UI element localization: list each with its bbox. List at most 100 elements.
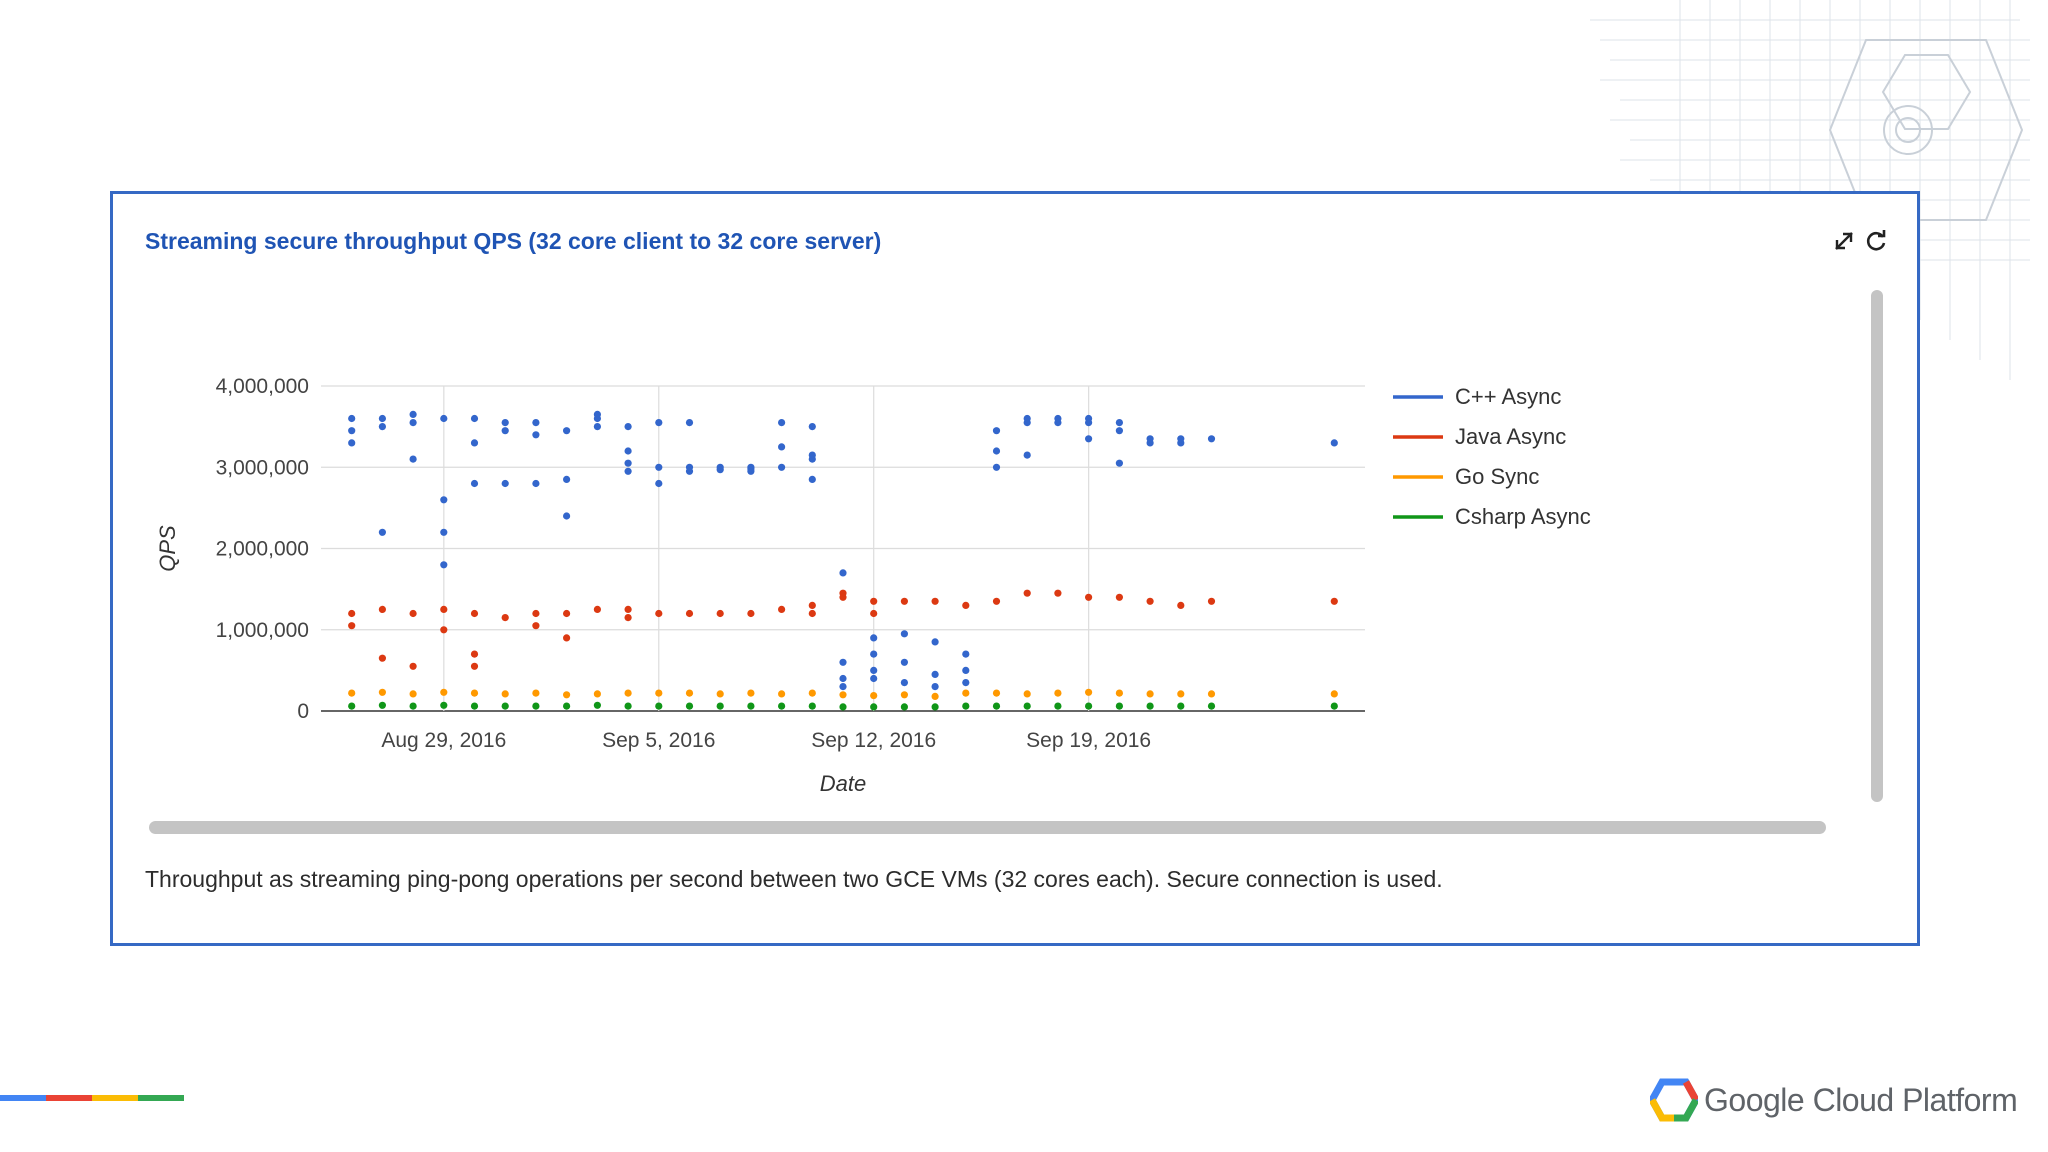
data-point[interactable]	[992, 597, 1001, 605]
data-point[interactable]	[716, 609, 724, 618]
data-point[interactable]	[1085, 702, 1093, 710]
data-point[interactable]	[501, 690, 509, 698]
data-point[interactable]	[870, 674, 878, 683]
data-point[interactable]	[1177, 601, 1185, 609]
data-point[interactable]	[440, 605, 448, 613]
data-point[interactable]	[348, 427, 356, 435]
data-point[interactable]	[808, 609, 816, 618]
data-point[interactable]	[470, 662, 479, 670]
data-point[interactable]	[1054, 414, 1062, 423]
data-point[interactable]	[378, 688, 386, 696]
data-point[interactable]	[1054, 589, 1062, 597]
data-point[interactable]	[593, 690, 601, 698]
data-point[interactable]	[409, 690, 417, 698]
data-point[interactable]	[685, 467, 694, 475]
data-point[interactable]	[931, 670, 939, 678]
data-point[interactable]	[716, 702, 724, 710]
data-point[interactable]	[378, 605, 386, 613]
data-point[interactable]	[563, 609, 571, 618]
data-point[interactable]	[1330, 702, 1338, 710]
data-point[interactable]	[409, 419, 417, 427]
data-point[interactable]	[1023, 589, 1031, 597]
data-point[interactable]	[378, 654, 386, 662]
data-point[interactable]	[900, 658, 909, 666]
data-point[interactable]	[593, 605, 601, 613]
data-point[interactable]	[409, 662, 417, 670]
data-point[interactable]	[501, 479, 509, 488]
data-point[interactable]	[624, 702, 632, 710]
data-point[interactable]	[870, 650, 878, 658]
data-point[interactable]	[655, 479, 663, 488]
data-point[interactable]	[870, 692, 878, 700]
data-point[interactable]	[532, 689, 540, 697]
data-point[interactable]	[716, 463, 724, 471]
data-point[interactable]	[685, 689, 694, 697]
data-point[interactable]	[839, 703, 847, 711]
data-point[interactable]	[624, 689, 632, 697]
data-point[interactable]	[440, 701, 448, 709]
data-point[interactable]	[808, 601, 816, 609]
data-point[interactable]	[624, 459, 632, 467]
data-point[interactable]	[900, 630, 909, 638]
data-point[interactable]	[624, 467, 632, 475]
data-point[interactable]	[1023, 702, 1031, 710]
data-point[interactable]	[593, 701, 601, 709]
data-point[interactable]	[931, 683, 939, 691]
data-point[interactable]	[1207, 435, 1216, 443]
data-point[interactable]	[470, 609, 479, 618]
data-point[interactable]	[1330, 597, 1338, 605]
refresh-icon[interactable]	[1863, 228, 1889, 254]
collapse-icon[interactable]	[1831, 228, 1857, 254]
data-point[interactable]	[440, 688, 448, 696]
data-point[interactable]	[685, 702, 694, 710]
data-point[interactable]	[348, 702, 356, 710]
data-point[interactable]	[501, 614, 509, 622]
data-point[interactable]	[1115, 419, 1123, 427]
data-point[interactable]	[1207, 690, 1216, 698]
data-point[interactable]	[962, 650, 970, 658]
data-point[interactable]	[655, 463, 663, 471]
data-point[interactable]	[747, 702, 755, 710]
data-point[interactable]	[839, 691, 847, 699]
data-point[interactable]	[1085, 435, 1093, 443]
data-point[interactable]	[931, 638, 939, 646]
data-point[interactable]	[501, 419, 509, 427]
data-point[interactable]	[685, 609, 694, 618]
data-point[interactable]	[962, 679, 970, 687]
data-point[interactable]	[470, 439, 479, 447]
data-point[interactable]	[1054, 702, 1062, 710]
data-point[interactable]	[532, 609, 540, 618]
data-point[interactable]	[378, 414, 386, 423]
data-point[interactable]	[348, 439, 356, 447]
data-point[interactable]	[870, 703, 878, 711]
data-point[interactable]	[1115, 427, 1123, 435]
data-point[interactable]	[778, 605, 786, 613]
data-point[interactable]	[870, 609, 878, 618]
data-point[interactable]	[655, 689, 663, 697]
data-point[interactable]	[593, 423, 601, 431]
data-point[interactable]	[563, 475, 571, 483]
data-point[interactable]	[992, 447, 1001, 455]
data-point[interactable]	[1207, 597, 1216, 605]
data-point[interactable]	[808, 423, 816, 431]
data-point[interactable]	[563, 512, 571, 520]
data-point[interactable]	[992, 702, 1001, 710]
data-point[interactable]	[778, 702, 786, 710]
data-point[interactable]	[808, 702, 816, 710]
data-point[interactable]	[900, 691, 909, 699]
data-point[interactable]	[532, 431, 540, 439]
data-point[interactable]	[1115, 689, 1123, 697]
data-point[interactable]	[900, 679, 909, 687]
data-point[interactable]	[839, 658, 847, 666]
data-point[interactable]	[1115, 702, 1123, 710]
data-point[interactable]	[470, 414, 479, 423]
data-point[interactable]	[839, 674, 847, 683]
data-point[interactable]	[931, 692, 939, 700]
data-point[interactable]	[532, 419, 540, 427]
data-point[interactable]	[1207, 702, 1216, 710]
data-point[interactable]	[348, 414, 356, 423]
data-point[interactable]	[440, 528, 448, 536]
data-point[interactable]	[778, 443, 786, 451]
data-point[interactable]	[870, 666, 878, 674]
data-point[interactable]	[409, 410, 417, 418]
